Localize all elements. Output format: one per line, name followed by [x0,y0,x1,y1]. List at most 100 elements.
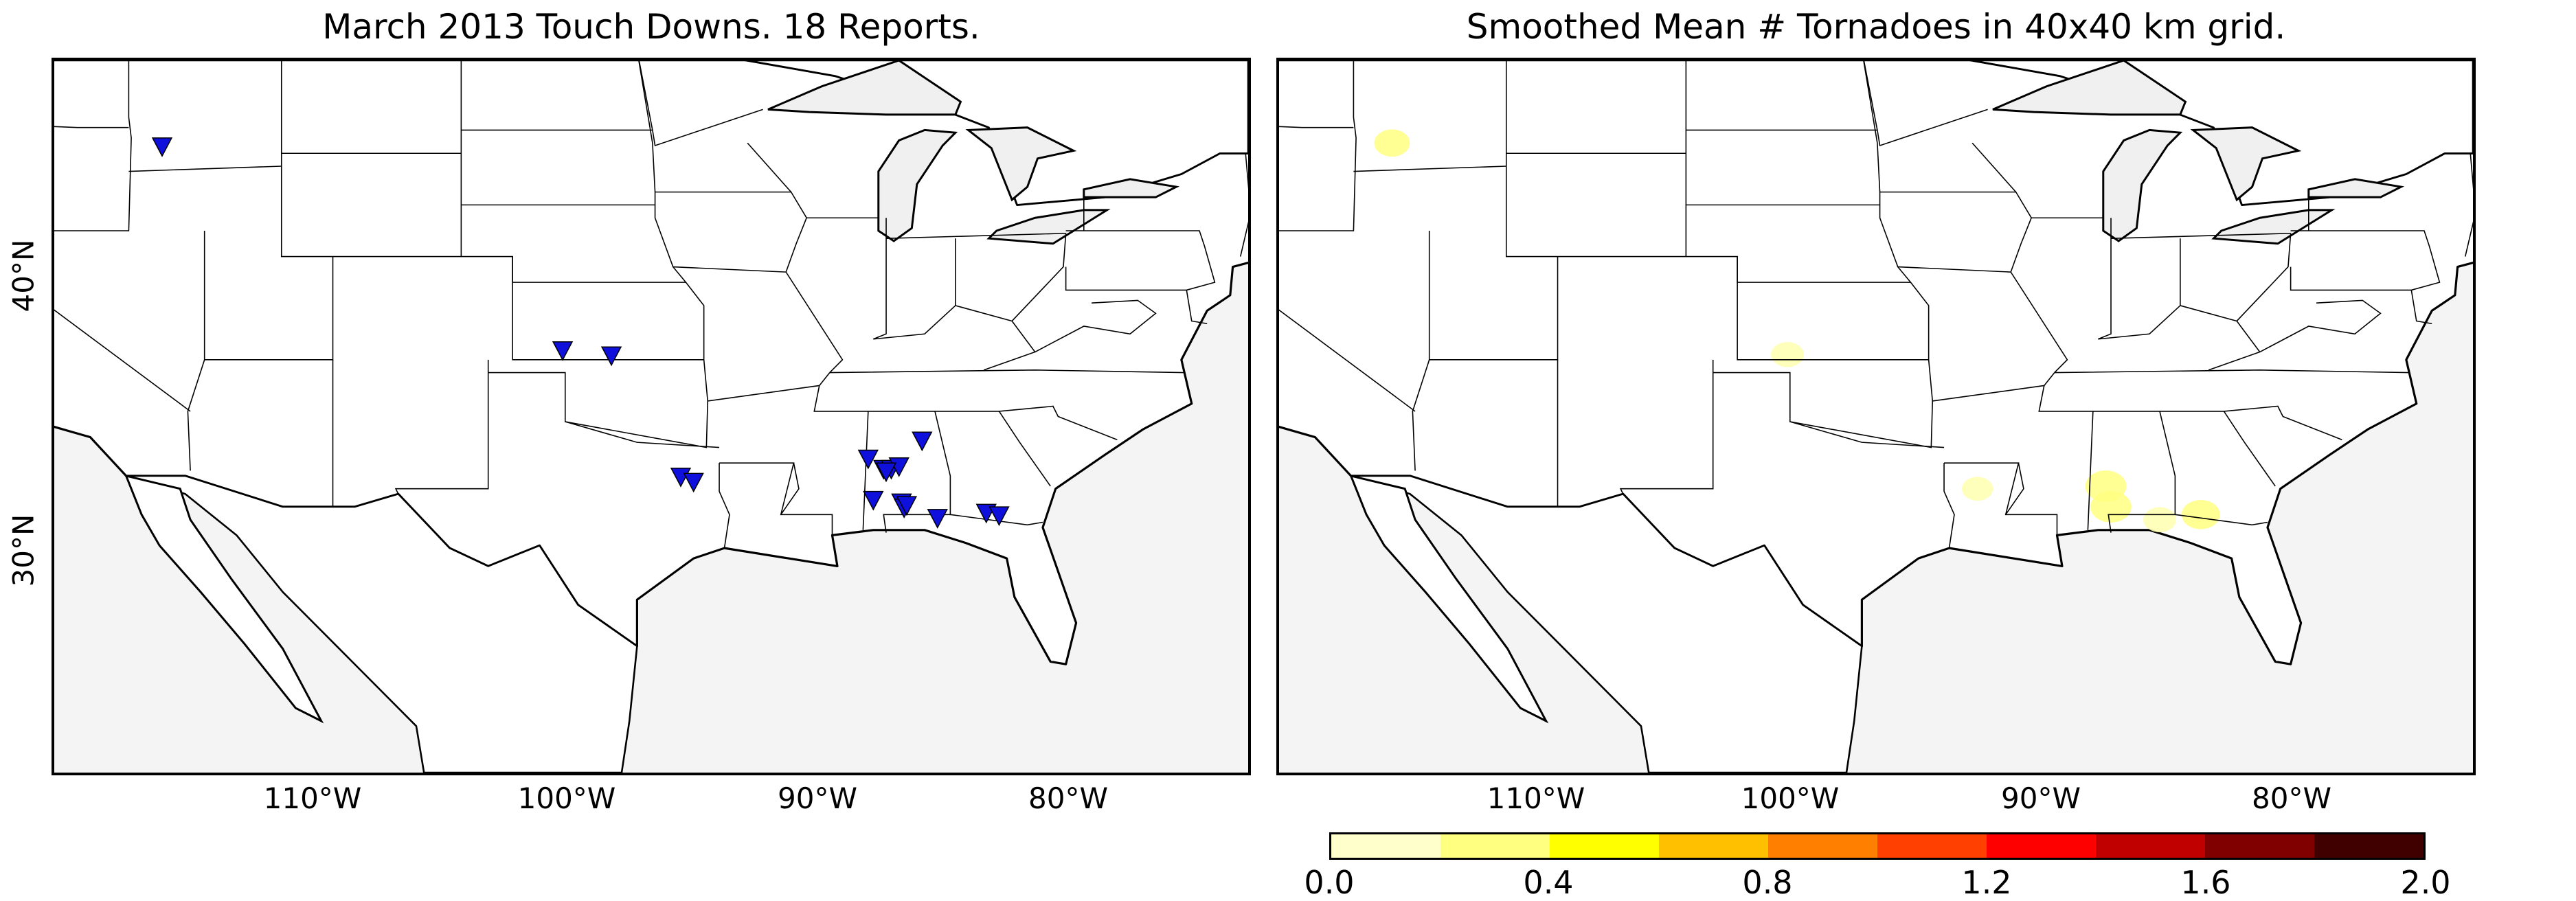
smoothed-patch-2 [1961,477,1993,501]
report-marker-1 [552,341,574,361]
colorbar-segment-4 [1768,834,1877,858]
state-border-17 [1943,463,1955,549]
state-border-32 [2223,411,2276,487]
great-lake-4 [2307,178,2405,198]
colorbar-tick-4: 1.6 [2180,864,2231,901]
y-tick-30n: 30°N [6,514,41,587]
state-border-14 [461,255,686,283]
state-border-7 [1412,359,1430,471]
colorbar-segment-5 [1877,834,1987,858]
state-border-3 [1279,126,1354,128]
state-border-13 [1737,60,1930,361]
state-borders [1279,60,2473,549]
colorbar-segment-6 [1987,834,2096,858]
great-lake-0 [1992,60,2187,116]
state-border-27 [780,463,800,515]
report-marker-4 [683,472,704,493]
baja-land [1349,474,1549,724]
state-border-38 [1065,230,1216,291]
state-border-36 [873,233,1067,340]
state-border-3 [54,126,129,128]
colorbar [1329,832,2426,860]
state-border-15 [488,359,709,448]
left-map-panel [52,58,1251,775]
state-border-7 [187,359,205,471]
report-marker-13 [927,509,948,529]
x-tick-90w-right: 90°W [2001,782,2081,815]
state-border-2 [54,60,132,231]
state-border-33 [873,218,887,340]
state-border-17 [719,463,730,549]
state-border-23 [747,142,792,193]
state-border-21 [2010,271,2068,374]
state-border-45 [2410,290,2432,325]
report-marker-17 [896,496,918,516]
colorbar-tick-5: 2.0 [2400,864,2451,901]
baja-land [124,474,324,724]
state-border-31 [999,405,1118,441]
colorbar-segment-0 [1331,834,1440,858]
state-border-22 [638,60,763,146]
state-border-31 [2224,405,2342,441]
state-border-14 [1686,255,1911,283]
state-border-33 [2098,218,2112,340]
smoothed-patch-0 [1374,129,1410,157]
state-border-30 [950,514,1043,526]
report-marker-2 [600,346,622,367]
state-border-6 [1428,230,1559,361]
left-map-title: March 2013 Touch Downs. 18 Reports. [322,7,980,47]
state-border-9 [1619,359,1714,494]
great-lake-0 [767,60,962,116]
colorbar-segment-9 [2314,834,2424,858]
state-border-4 [1353,166,1506,172]
great-lake-1 [2102,128,2183,242]
state-border-28 [862,411,869,530]
state-border-15 [1713,359,1934,448]
right-map-title: Smoothed Mean # Tornadoes in 40x40 km gr… [1466,7,2286,47]
state-border-19 [1932,372,2055,402]
state-border-5 [1279,309,1416,412]
x-tick-110w-right: 110°W [1487,782,1585,815]
colorbar-tick-0: 0.0 [1304,864,1355,901]
state-border-35 [886,232,1066,239]
state-border-30 [2175,514,2268,526]
report-marker-5 [857,449,879,470]
state-border-20 [655,191,808,273]
state-border-27 [2005,463,2024,515]
state-border-21 [785,271,844,374]
mexico-land [125,475,638,773]
smoothed-patch-6 [2181,499,2220,529]
state-border-16 [565,421,720,448]
report-marker-0 [151,137,173,157]
state-border-38 [2290,230,2441,291]
report-marker-9 [863,490,884,511]
report-marker-16 [875,462,897,483]
state-borders [54,60,1248,549]
land-area [1279,60,2473,773]
state-border-23 [1971,142,2017,193]
state-border-39 [1035,299,1157,353]
colorbar-segment-1 [1440,834,1550,858]
great-lake-2 [2190,126,2302,202]
state-border-16 [1789,421,1945,448]
colorbar-segment-2 [1550,834,1659,858]
state-border-35 [2111,232,2291,239]
land-area [54,60,1248,773]
colorbar-segment-7 [2096,834,2205,858]
great-lake-1 [877,128,958,242]
state-border-41 [2464,153,2473,257]
x-tick-90w-left: 90°W [778,782,857,815]
smoothed-patch-1 [1771,341,1804,367]
colorbar-segment-8 [2205,834,2314,858]
smoothed-patches [1374,129,2220,533]
state-border-4 [128,166,282,172]
left-map-svg [54,60,1248,773]
state-border-6 [203,230,334,361]
state-border-28 [2087,411,2094,530]
y-tick-40n: 40°N [6,239,41,312]
state-border-26 [2054,369,2409,374]
colorbar-tick-3: 1.2 [1961,864,2012,901]
great-lake-2 [965,126,1077,202]
x-tick-80w-right: 80°W [2252,782,2331,815]
state-border-32 [998,411,1051,487]
